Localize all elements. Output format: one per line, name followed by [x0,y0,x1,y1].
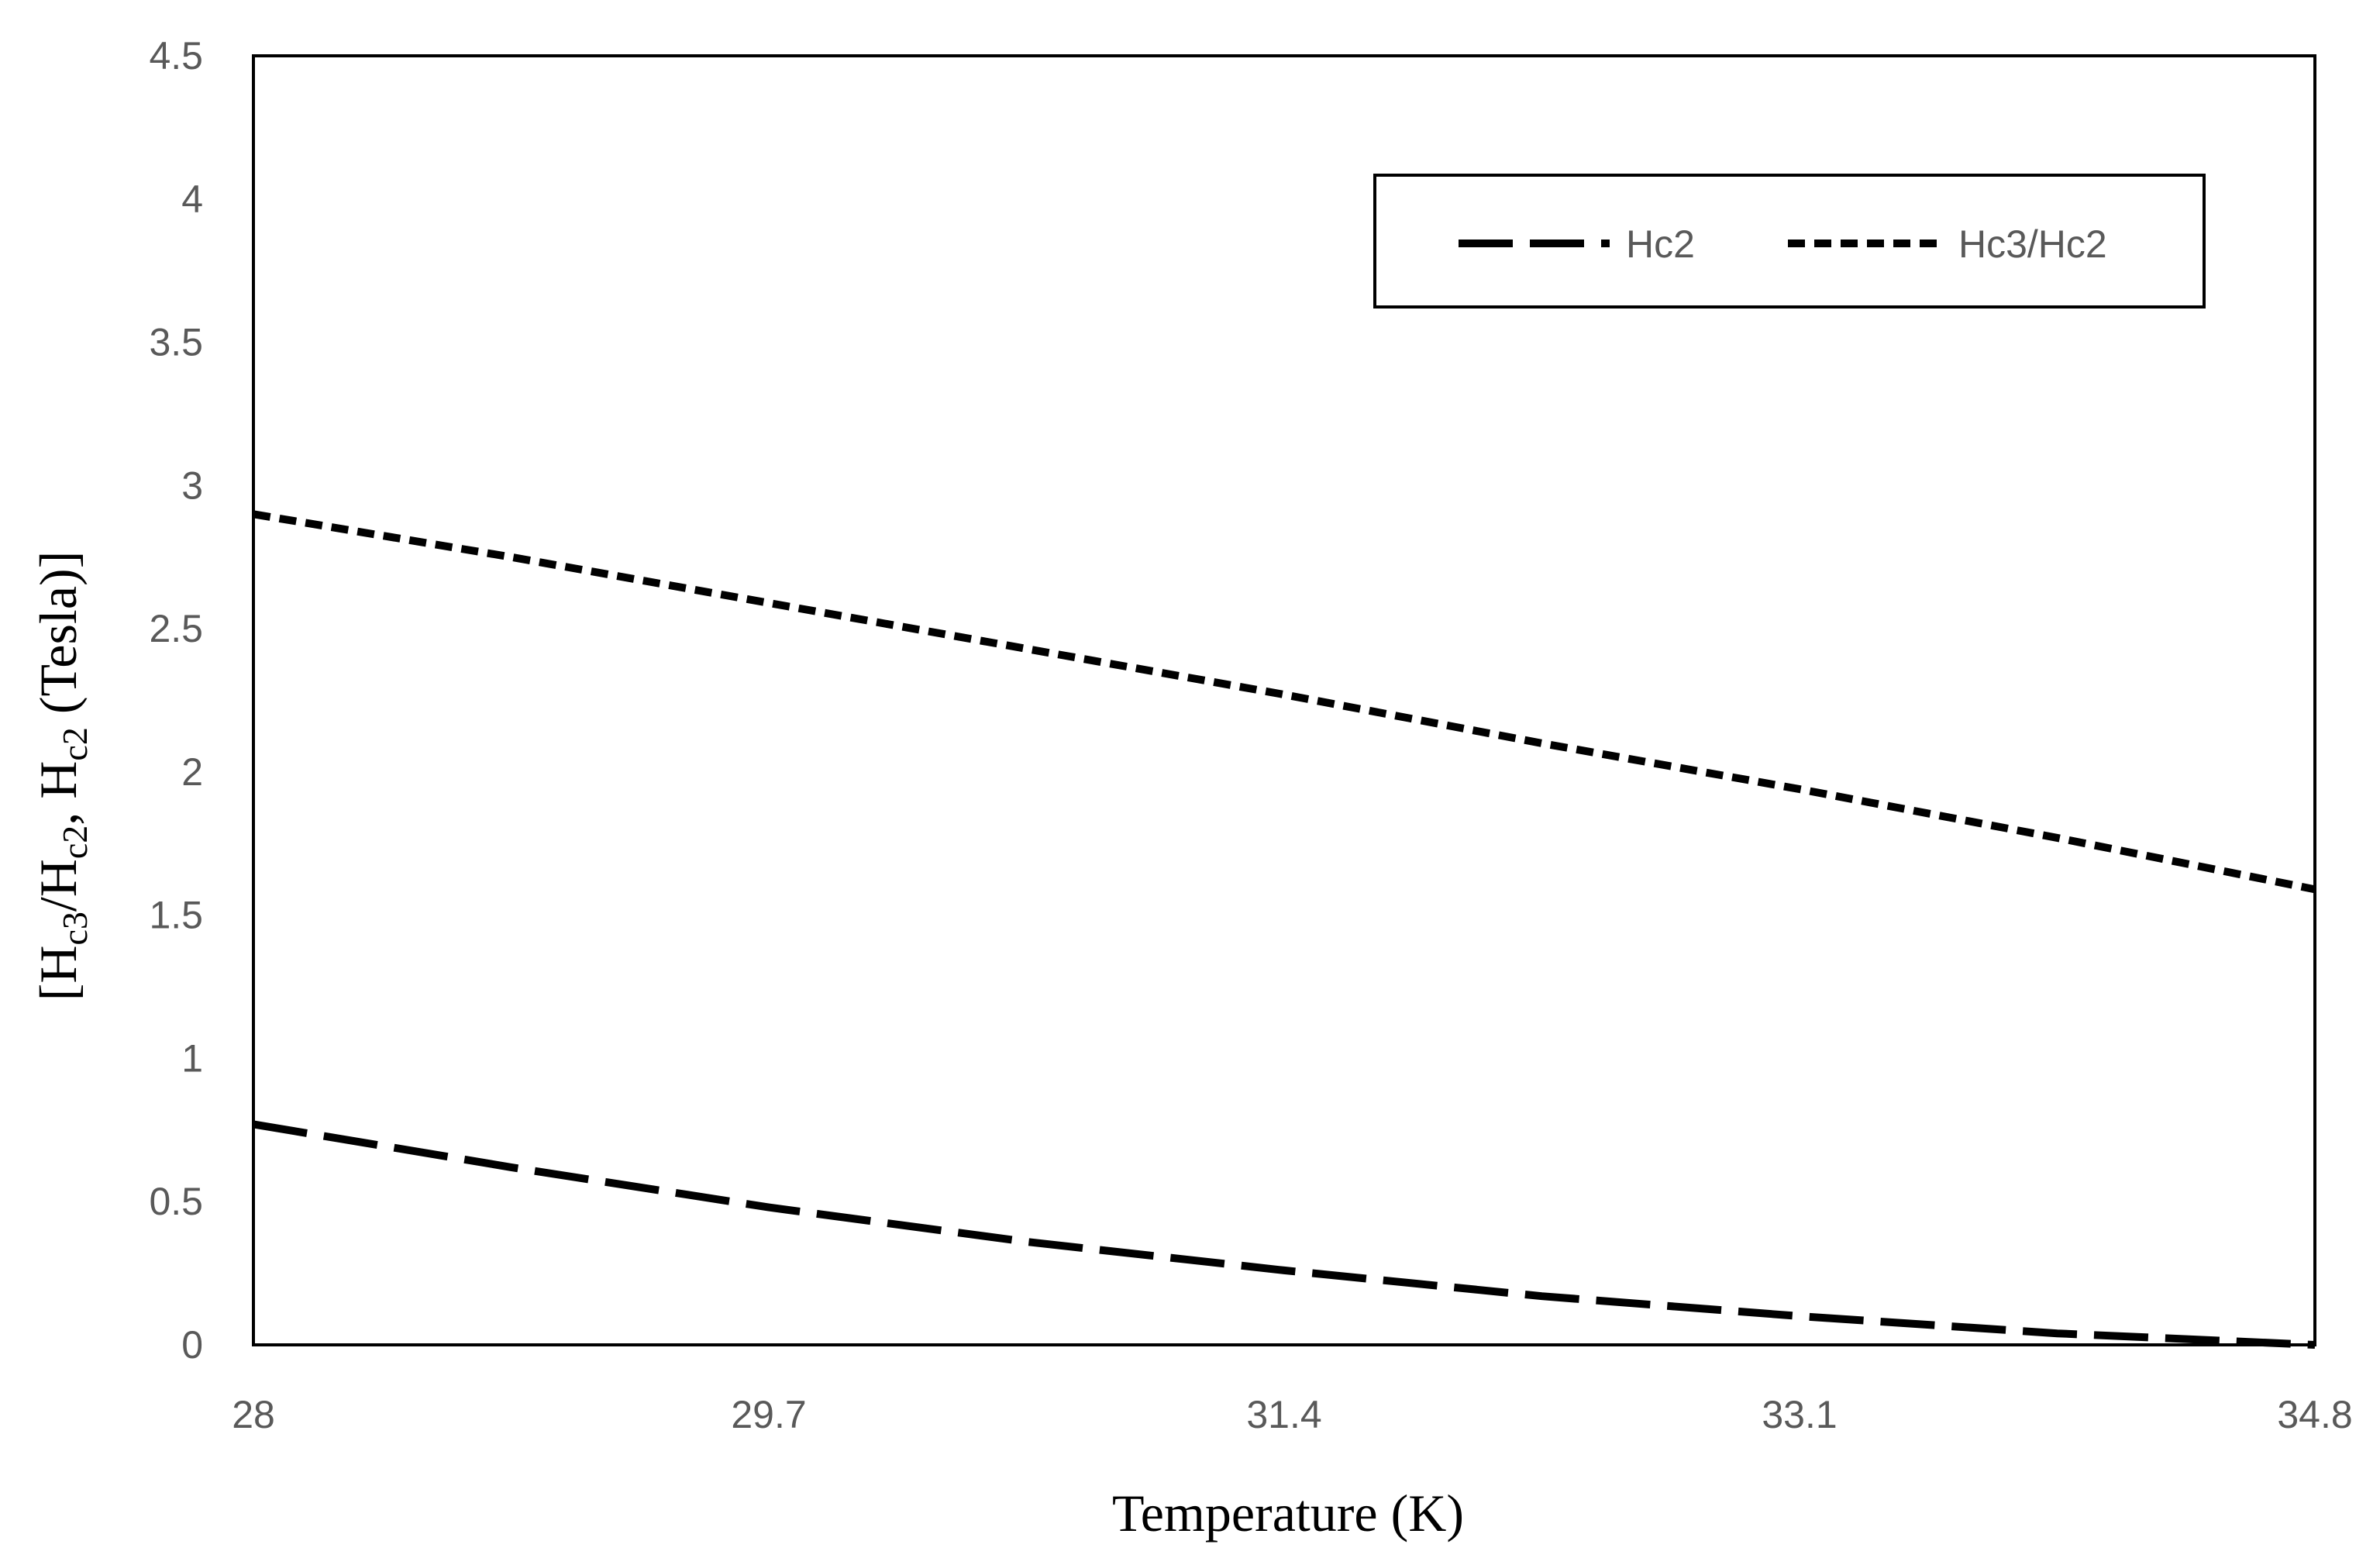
series-line-hc3-hc2 [253,510,2316,894]
y-tick-label: 2 [181,750,203,794]
x-tick-label: 34.8 [2277,1393,2352,1436]
y-tick-label: 1 [181,1036,203,1080]
x-tick-label: 29.7 [731,1393,806,1436]
legend: Hc2 Hc3/Hc2 [1373,174,2206,309]
y-tick-label: 2.5 [149,607,203,650]
y-tick-label: 4 [181,178,203,221]
x-tick-labels: 28 29.7 31.4 33.1 34.8 [232,1393,2352,1436]
x-tick-label: 31.4 [1246,1393,1321,1436]
legend-label-hc2: Hc2 [1626,222,1695,266]
y-tick-label: 4.5 [149,34,203,78]
legend-label-hc3-hc2: Hc3/Hc2 [1958,222,2107,266]
y-axis-title: [Hc3/Hc2, Hc2 (Tesla)] [29,551,95,1001]
y-tick-label: 3 [181,464,203,507]
x-tick-label: 28 [232,1393,275,1436]
y-tick-label: 1.5 [149,894,203,937]
plot-area-frame [252,54,2316,1346]
series-line-hc2 [253,1120,2316,1349]
series-layer [253,510,2316,1349]
x-axis-title: Temperature (K) [1112,1484,1464,1543]
y-tick-labels: 0 0.5 1 1.5 2 2.5 3 3.5 4 4.5 [149,34,203,1367]
y-tick-label: 0.5 [149,1180,203,1223]
y-tick-label: 0 [181,1323,203,1367]
y-tick-label: 3.5 [149,321,203,364]
x-tick-label: 33.1 [1762,1393,1837,1436]
